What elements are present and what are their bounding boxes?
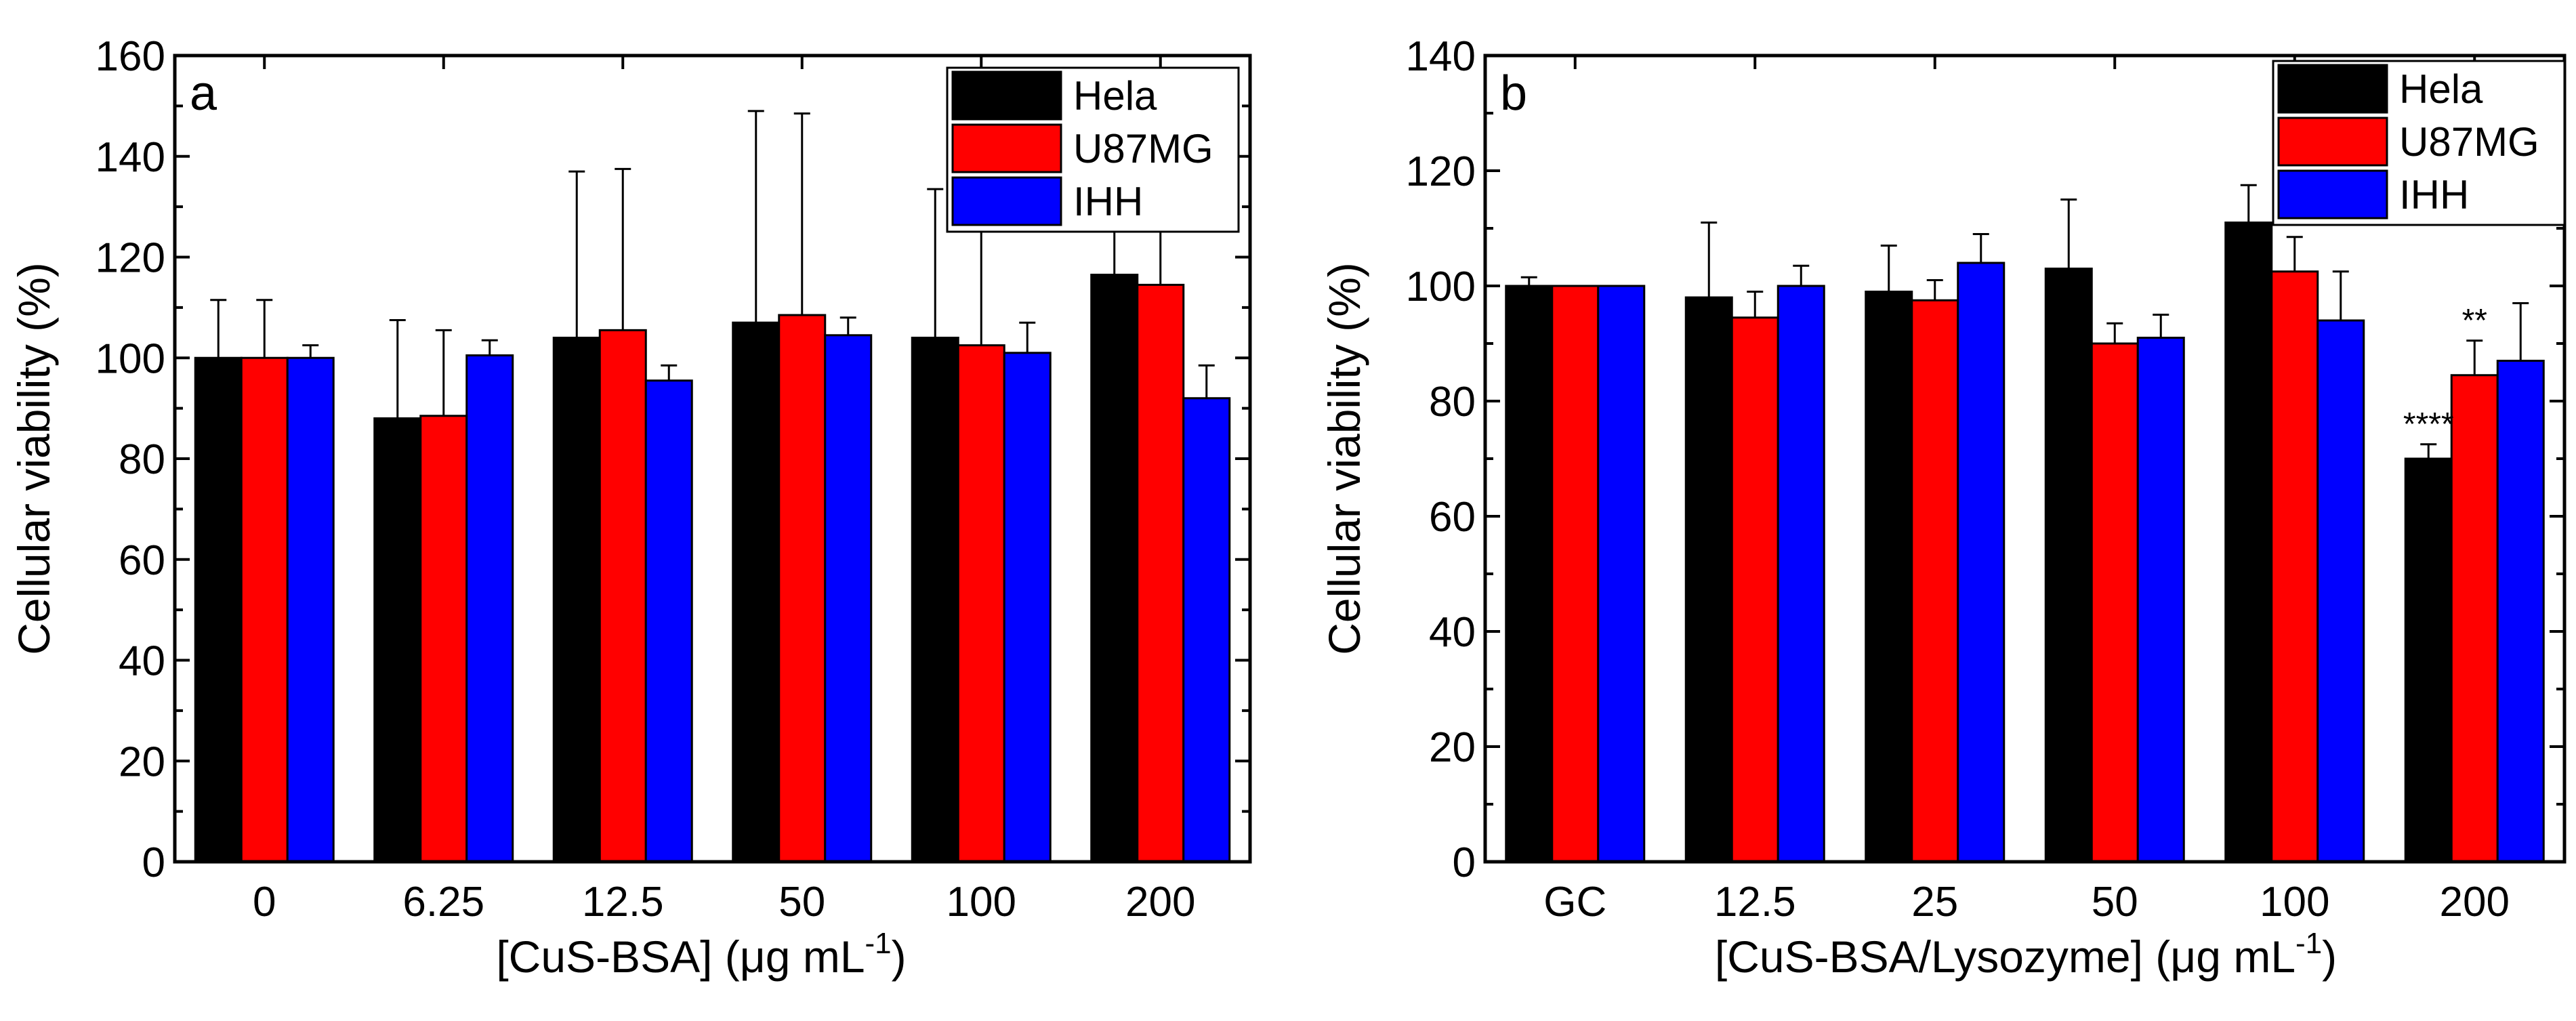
x-tick-label: 6.25 <box>402 879 484 925</box>
y-tick-label: 20 <box>1429 724 1476 771</box>
bar-ihh <box>1777 285 1825 863</box>
x-axis-label-sup: -1 <box>865 927 892 960</box>
y-tick-label: 60 <box>119 537 165 584</box>
y-tick-label: 40 <box>1429 609 1476 656</box>
x-axis-label-end: ) <box>892 932 907 982</box>
plot-frame <box>173 54 1252 864</box>
bar-hela <box>373 417 422 863</box>
legend-swatch-u87mg <box>951 123 1062 173</box>
x-axis-label-end: ) <box>2322 932 2337 982</box>
legend-label: U87MG <box>1073 126 1213 171</box>
legend-swatch-ihh <box>2277 169 2388 220</box>
bar-u87mg <box>598 329 647 863</box>
x-tick-label: 100 <box>947 879 1016 925</box>
x-axis-label-main: [CuS-BSA] (μg mL <box>496 932 865 982</box>
bar-u87mg <box>2450 374 2499 863</box>
y-tick-label: 80 <box>1429 379 1476 425</box>
bar-u87mg <box>419 415 468 863</box>
y-tick-label: 140 <box>96 134 165 181</box>
bar-ihh <box>2496 360 2545 863</box>
legend-swatch-ihh <box>951 176 1062 226</box>
bar-u87mg <box>957 344 1005 863</box>
bar-ihh <box>1182 397 1231 863</box>
legend: Hela U87MG IHH <box>2272 60 2566 226</box>
legend-label: Hela <box>2399 66 2483 112</box>
y-axis-label: Cellular viability (%) <box>9 262 59 654</box>
x-tick-label: 200 <box>1125 879 1195 925</box>
bar-u87mg <box>778 314 827 863</box>
y-tick-label: 40 <box>119 638 165 685</box>
legend-label: U87MG <box>2399 119 2539 165</box>
chart-panel-a: 0 20 40 60 80 100 120 140 160 0 6.25 12.5 50 100 200 a H… <box>9 33 1252 982</box>
bar-ihh <box>644 379 693 863</box>
bar-u87mg <box>1730 316 1779 863</box>
bar-ihh <box>2136 337 2185 863</box>
bar-ihh <box>2317 319 2365 863</box>
bar-u87mg <box>1551 285 1600 863</box>
x-tick-label: 12.5 <box>582 879 664 925</box>
bar-hela <box>1684 296 1733 863</box>
legend-label: IHH <box>1073 179 1143 224</box>
y-tick-label: 20 <box>119 738 165 785</box>
bar-u87mg <box>2090 342 2139 863</box>
legend-label: Hela <box>1073 73 1157 119</box>
y-tick-label: 120 <box>96 235 165 282</box>
bar-ihh <box>465 354 514 863</box>
legend-swatch-u87mg <box>2277 117 2388 167</box>
x-tick-label: 200 <box>2440 879 2510 925</box>
y-tick-label: 100 <box>96 335 165 382</box>
plot-frame <box>1483 54 2567 864</box>
x-tick-label: 12.5 <box>1714 879 1796 925</box>
x-tick-label: 100 <box>2260 879 2329 925</box>
bar-hela <box>2224 222 2273 863</box>
legend-swatch-hela <box>951 70 1062 121</box>
x-tick-label: 50 <box>2092 879 2138 925</box>
y-axis-label: Cellular viability (%) <box>1319 262 1369 654</box>
bar-ihh <box>1957 262 2006 863</box>
x-axis-label-main: [CuS-BSA/Lysozyme] (μg mL <box>1715 932 2295 982</box>
bar-hela <box>1090 274 1139 863</box>
y-tick-label: 0 <box>1453 839 1476 886</box>
bar-ihh <box>286 356 335 863</box>
bar-hela <box>1865 291 1913 863</box>
x-tick-label: 50 <box>778 879 825 925</box>
bar-hela <box>732 321 781 863</box>
x-axis-label-sup: -1 <box>2295 927 2322 960</box>
bar-hela <box>552 337 601 863</box>
bar-ihh <box>824 334 873 863</box>
bar-u87mg <box>1136 283 1185 863</box>
significance-marker: ** <box>2462 303 2487 339</box>
bar-u87mg <box>1911 299 1959 863</box>
bar-u87mg <box>2270 270 2319 863</box>
bar-ihh <box>1597 285 1646 863</box>
y-tick-label: 80 <box>119 436 165 483</box>
x-tick-label: 25 <box>1911 879 1958 925</box>
bar-hela <box>194 356 243 863</box>
y-tick-label: 0 <box>142 839 165 886</box>
x-tick-label: 0 <box>253 879 276 925</box>
bar-ihh <box>1003 352 1052 863</box>
y-tick-label: 60 <box>1429 494 1476 541</box>
y-tick-label: 120 <box>1406 148 1476 195</box>
legend-label: IHH <box>2399 172 2469 217</box>
legend: Hela U87MG IHH <box>946 66 1240 233</box>
panel-label: b <box>1500 66 1527 121</box>
bar-hela <box>1505 285 1554 863</box>
y-tick-label: 160 <box>96 33 165 80</box>
x-tick-label: GC <box>1543 879 1606 925</box>
legend-swatch-hela <box>2277 64 2388 114</box>
bar-hela <box>911 337 959 863</box>
panel-label: a <box>190 66 217 121</box>
bar-hela <box>2044 268 2093 863</box>
x-axis-label: [CuS-BSA] (μg mL-1) <box>496 927 906 982</box>
bar-u87mg <box>240 356 289 863</box>
bar-hela <box>2404 457 2453 863</box>
significance-marker: **** <box>2403 407 2454 442</box>
y-tick-label: 100 <box>1406 264 1476 310</box>
x-axis-label: [CuS-BSA/Lysozyme] (μg mL-1) <box>1715 927 2337 982</box>
y-tick-label: 140 <box>1406 33 1476 80</box>
